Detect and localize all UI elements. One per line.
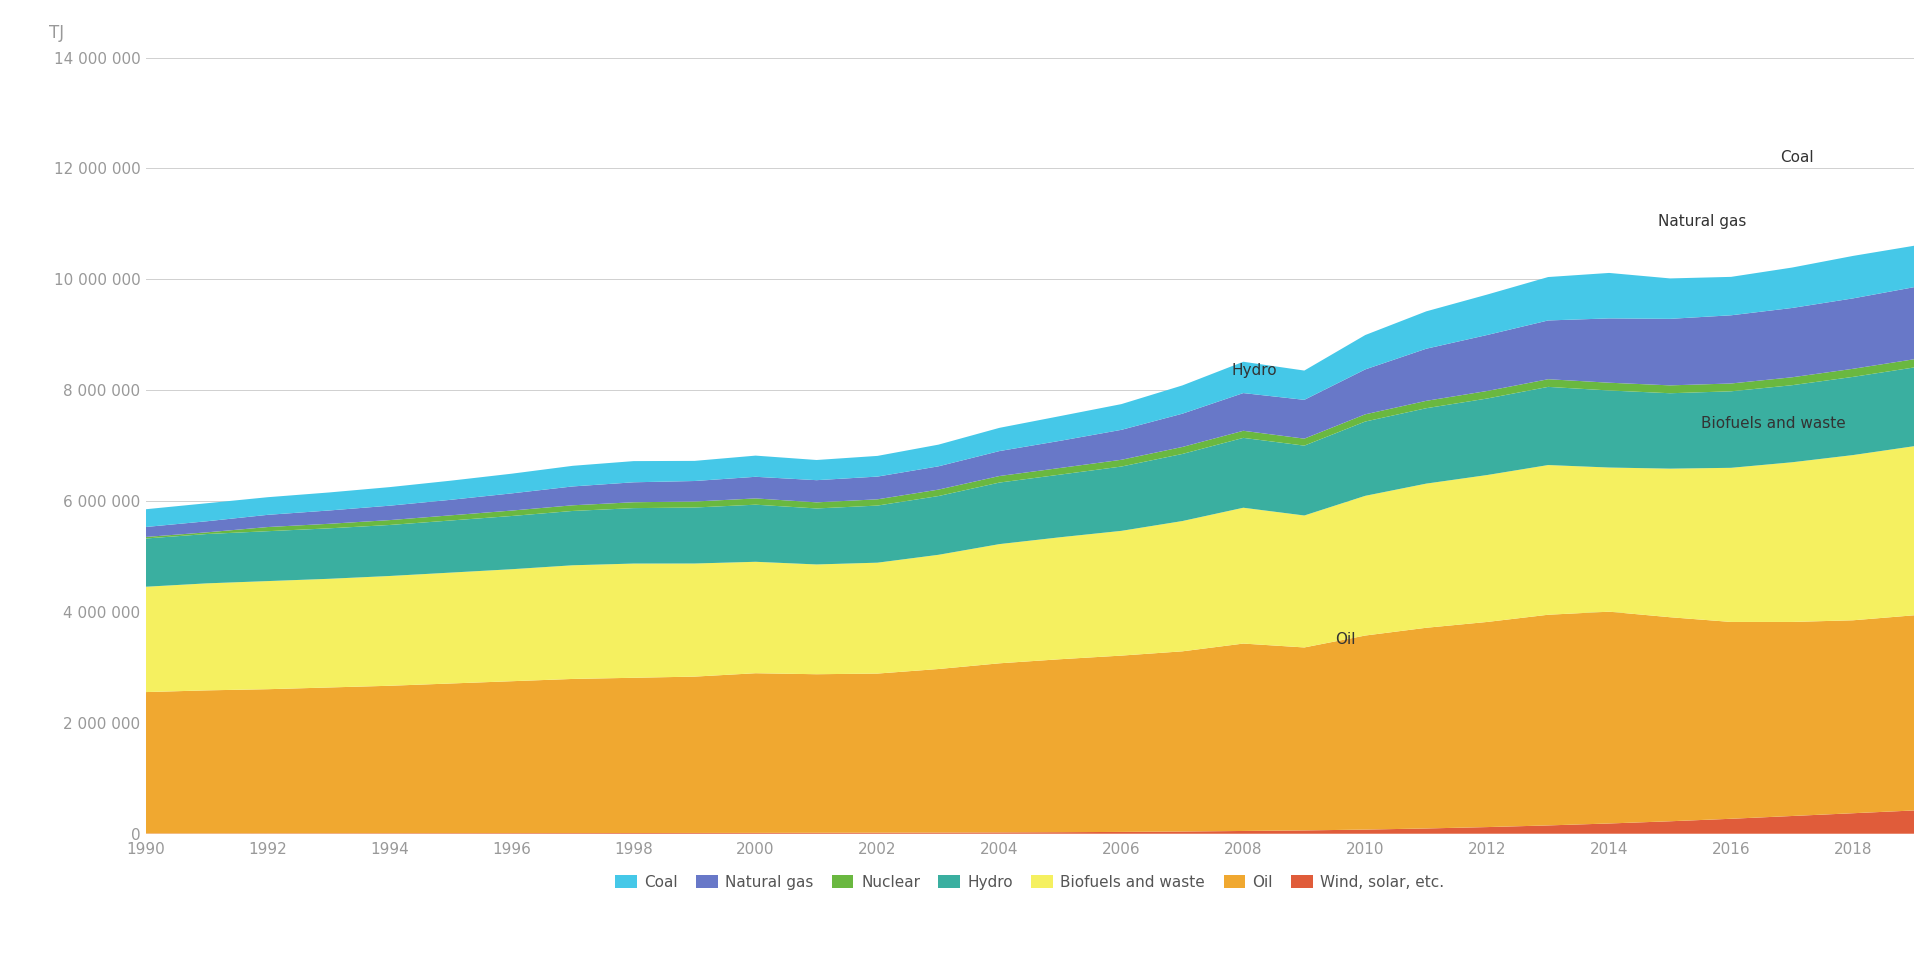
Text: Biofuels and waste: Biofuels and waste [1701, 416, 1846, 431]
Legend: Coal, Natural gas, Nuclear, Hydro, Biofuels and waste, Oil, Wind, solar, etc.: Coal, Natural gas, Nuclear, Hydro, Biofu… [610, 868, 1451, 895]
Text: TJ: TJ [48, 24, 64, 42]
Text: Oil: Oil [1335, 632, 1356, 647]
Text: Coal: Coal [1780, 150, 1813, 165]
Text: Hydro: Hydro [1231, 363, 1277, 379]
Text: Natural gas: Natural gas [1657, 213, 1746, 229]
